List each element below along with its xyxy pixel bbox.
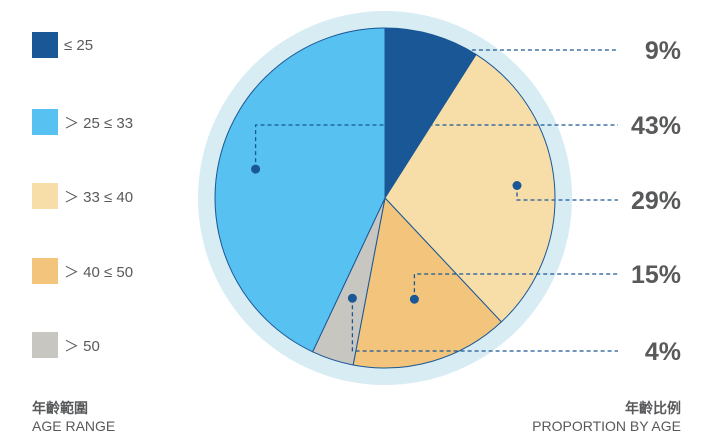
legend-label: ＞ 50: [64, 337, 100, 355]
leader-line-4: [413, 273, 618, 300]
legend-title-cn: 年齡範圍: [32, 400, 88, 416]
leader-dot-3: [512, 181, 522, 190]
leader-line-2: [254, 124, 618, 170]
leader-dot-2: [251, 164, 261, 174]
legend-item-4: ＞ 40 ≤ 50: [32, 258, 133, 284]
leader-line-1: [410, 49, 618, 109]
legend-item-3: ＞ 33 ≤ 40: [32, 183, 133, 209]
leader-line-3: [516, 185, 618, 201]
pie-slice-2: [214, 27, 386, 353]
legend-swatch: [32, 183, 58, 209]
values-title-en: PROPORTION BY AGE: [532, 418, 681, 434]
data-label-3: 29%: [631, 187, 681, 215]
legend-item-5: ＞ 50: [32, 332, 100, 358]
values-title: 年齡比例 PROPORTION BY AGE: [532, 399, 681, 435]
legend-item-2: ＞ 25 ≤ 33: [32, 109, 133, 135]
pie-slice-1: [384, 27, 477, 199]
data-label-4: 15%: [631, 261, 681, 289]
legend-label: ＞ 25 ≤ 33: [64, 114, 134, 132]
legend-label: ＞ 40 ≤ 50: [64, 263, 134, 281]
legend-title: 年齡範圍 AGE RANGE: [32, 399, 115, 435]
legend-swatch: [32, 109, 58, 135]
legend-label: ＞ 33 ≤ 40: [64, 188, 134, 206]
data-label-1: 9%: [645, 37, 681, 65]
legend-label: ≤ 25: [64, 36, 94, 54]
legend-title-en: AGE RANGE: [32, 418, 116, 434]
leader-dot-5: [347, 293, 357, 303]
values-title-cn: 年齡比例: [625, 400, 681, 416]
legend-swatch: [32, 332, 58, 358]
leader-dot-1: [406, 103, 416, 113]
pie-slice-4: [352, 197, 502, 369]
leader-line-5: [351, 298, 618, 352]
legend-swatch: [32, 32, 58, 58]
pie-slice-3: [384, 53, 556, 323]
data-label-2: 43%: [631, 112, 681, 140]
legend-swatch: [32, 258, 58, 284]
legend-item-1: ≤ 25: [32, 32, 93, 58]
data-label-5: 4%: [645, 338, 681, 366]
leader-dot-4: [409, 294, 419, 304]
